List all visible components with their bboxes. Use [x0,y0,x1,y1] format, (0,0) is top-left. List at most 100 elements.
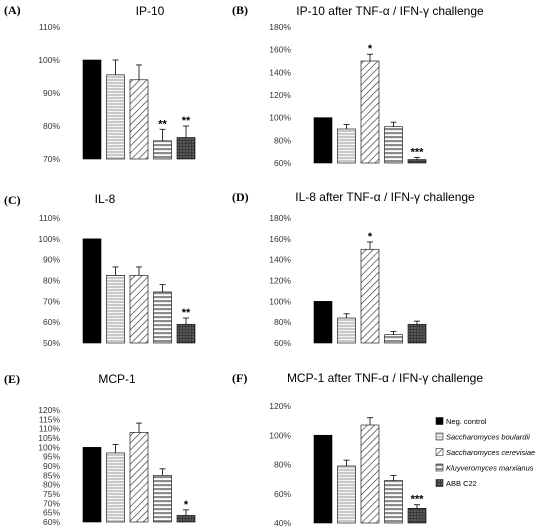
bar-3 [129,79,149,160]
bar-1 [82,238,102,344]
y-tick-label: 180% [269,22,291,32]
y-tick-label: 160% [269,45,291,55]
bar-1 [313,301,333,344]
y-tick-label: 90% [43,461,60,471]
significance-mark: * [368,43,373,55]
y-tick-label: 70% [43,154,60,164]
bar-2 [106,452,125,523]
significance-mark: ** [182,307,191,319]
bar-1 [82,59,102,160]
y-tick-label: 120% [38,405,60,415]
bar-4 [384,334,403,344]
panel-label: (A) [4,3,21,17]
bar-2 [337,465,356,524]
y-tick-label: 65% [43,508,60,518]
y-tick-label: 110% [39,22,61,32]
y-tick-label: 70% [43,498,60,508]
y-tick-label: 60% [274,158,291,168]
significance-mark: * [184,499,189,511]
bar-4 [384,126,403,164]
bar-5 [176,137,196,160]
bar-4 [153,140,172,160]
legend-swatch-4 [435,463,444,472]
bar-5 [407,508,427,524]
y-tick-label: 80% [43,276,60,286]
legend: Neg. control Saccharomyces boulardii Sacch… [435,417,535,488]
legend-label-5: ABB C22 [446,479,477,488]
bar-1 [313,434,333,524]
legend-swatch-1 [435,417,444,425]
bar-4 [153,291,172,344]
chart-title: IP-10 after TNF-α / IFN-γ challenge [296,4,484,18]
bar-2 [337,317,356,344]
legend-label-3: Saccharomyces cerevisiae [446,448,535,457]
bar-5 [176,515,196,523]
chart-panel-2: (B) IP-10 after TNF-α / IFN-γ challenge 60… [232,3,484,168]
bar-4 [384,480,403,524]
y-tick-label: 60% [43,317,60,327]
y-tick-label: 180% [269,213,291,223]
significance-mark: *** [411,494,425,506]
panel-label: (C) [4,193,21,207]
bar-3 [129,274,149,344]
chart-title: IL-8 after TNF-α / IFN-γ challenge [295,190,475,204]
y-tick-label: 110% [39,424,61,434]
chart-panel-5: (E) MCP-1 60%65%70%75%80%85%90%95%100%105%… [4,372,196,527]
y-tick-label: 90% [43,255,60,265]
y-tick-label: 95% [43,452,60,462]
y-tick-label: 50% [43,338,60,348]
y-tick-label: 40% [274,518,291,528]
y-tick-label: 85% [43,470,60,480]
bar-5 [407,323,427,344]
legend-swatch-2 [435,432,444,441]
y-tick-label: 80% [274,317,291,327]
chart-title: MCP-1 [98,372,136,386]
significance-mark: ** [182,115,191,127]
y-tick-label: 80% [274,460,291,470]
y-tick-label: 70% [43,296,60,306]
significance-mark: ** [158,118,167,130]
panel-label: (F) [232,371,247,385]
significance-mark: * [368,231,373,243]
y-tick-label: 160% [269,234,291,244]
bar-1 [82,447,102,523]
chart-panel-6: (F) MCP-1 after TNF-α / IFN-γ challenge 40… [232,371,483,528]
chart-title: IL-8 [95,192,116,206]
legend-label-4: Kluyveromyces marxianus [446,464,534,473]
y-tick-label: 80% [43,480,60,490]
bar-2 [337,128,356,164]
y-tick-label: 120% [269,276,291,286]
bar-3 [360,60,380,164]
y-tick-label: 140% [269,255,291,265]
panel-label: (D) [232,190,249,204]
panel-label: (E) [4,372,20,386]
legend-swatch-5 [435,479,444,487]
y-tick-label: 105% [38,433,60,443]
y-tick-label: 120% [269,401,291,411]
y-tick-label: 80% [274,135,291,145]
y-tick-label: 100% [38,55,60,65]
bar-2 [106,274,125,344]
y-tick-label: 75% [43,489,60,499]
legend-label-2: Saccharomyces boulardii [446,433,530,442]
y-tick-label: 60% [274,489,291,499]
y-tick-label: 60% [274,338,291,348]
y-tick-label: 60% [43,517,60,527]
y-tick-label: 100% [269,113,291,123]
bar-4 [153,475,172,523]
bar-5 [176,323,196,344]
bar-5 [407,159,427,164]
y-tick-label: 100% [38,442,60,452]
chart-panel-1: (A) IP-10 70% 80% 90% 100% 110% ** ** [4,3,196,164]
y-tick-label: 90% [43,88,60,98]
bar-2 [106,74,125,160]
bar-3 [129,432,149,523]
y-tick-label: 100% [269,296,291,306]
significance-mark: *** [411,146,425,158]
chart-panel-3: (C) IL-8 50% 60% 70% 80% 90% 100% 110% ** [4,192,196,348]
legend-swatch-3 [435,448,444,456]
chart-title: IP-10 [136,4,165,18]
y-tick-label: 140% [269,67,291,77]
bar-3 [360,424,380,524]
